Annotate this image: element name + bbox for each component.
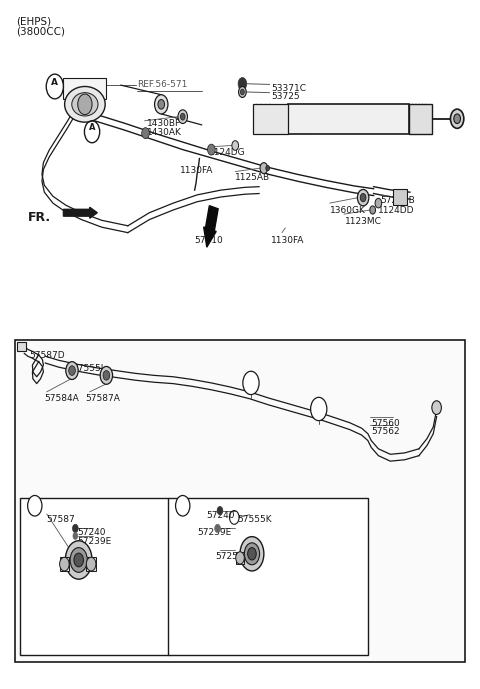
Text: 57555K: 57555K: [238, 515, 272, 524]
Text: 53371C: 53371C: [271, 84, 306, 93]
Text: b: b: [180, 497, 186, 506]
Text: 57240: 57240: [77, 528, 105, 537]
Text: A: A: [89, 123, 96, 132]
Circle shape: [72, 524, 78, 533]
Circle shape: [450, 109, 464, 128]
Text: 1123MC: 1123MC: [345, 217, 382, 226]
Circle shape: [232, 141, 239, 150]
Text: 57239E: 57239E: [77, 537, 111, 546]
Circle shape: [74, 553, 84, 567]
Circle shape: [100, 367, 113, 384]
Text: (EHPS): (EHPS): [16, 17, 51, 26]
Text: 1125AB: 1125AB: [235, 173, 270, 182]
Ellipse shape: [72, 92, 98, 116]
Circle shape: [311, 398, 327, 421]
Text: 57700: 57700: [336, 123, 364, 132]
Text: FR.: FR.: [28, 211, 51, 224]
Circle shape: [28, 495, 42, 516]
Bar: [15, 340, 465, 661]
Text: 1130FA: 1130FA: [271, 236, 304, 245]
Circle shape: [238, 78, 247, 90]
Circle shape: [66, 362, 78, 380]
Circle shape: [176, 495, 190, 516]
Text: 57560: 57560: [371, 419, 400, 428]
Circle shape: [103, 371, 110, 380]
Bar: [409, 103, 432, 134]
Circle shape: [73, 533, 78, 539]
Text: 57587: 57587: [47, 515, 75, 524]
Text: (3800CC): (3800CC): [16, 26, 65, 36]
Text: b: b: [316, 399, 322, 408]
Text: 57584A: 57584A: [44, 394, 79, 403]
Text: 57211B: 57211B: [381, 196, 416, 205]
Circle shape: [217, 506, 223, 515]
Text: 57510: 57510: [195, 236, 223, 245]
Circle shape: [260, 163, 268, 174]
Circle shape: [240, 537, 264, 571]
Circle shape: [70, 548, 87, 573]
Text: 57562: 57562: [371, 427, 400, 436]
Bar: [17, 342, 26, 351]
Circle shape: [370, 206, 375, 214]
Circle shape: [86, 557, 96, 571]
Text: A: A: [51, 78, 59, 87]
Text: REF.56-571: REF.56-571: [137, 81, 188, 90]
Circle shape: [207, 144, 215, 155]
Text: 1430AK: 1430AK: [147, 127, 182, 136]
Bar: [20, 498, 368, 655]
Text: 1124DD: 1124DD: [378, 206, 415, 215]
Circle shape: [266, 165, 270, 171]
Circle shape: [239, 87, 246, 97]
Circle shape: [78, 94, 92, 114]
Text: a: a: [248, 373, 254, 382]
Circle shape: [65, 541, 92, 579]
Circle shape: [142, 127, 149, 138]
Text: 57239E: 57239E: [197, 528, 231, 537]
Circle shape: [243, 371, 259, 395]
Circle shape: [236, 552, 244, 564]
Bar: [60, 557, 69, 571]
Circle shape: [240, 89, 244, 94]
FancyArrow shape: [204, 206, 218, 247]
Bar: [288, 103, 409, 134]
Circle shape: [432, 401, 442, 415]
Circle shape: [178, 110, 188, 123]
Text: 57587A: 57587A: [85, 394, 120, 403]
Circle shape: [155, 94, 168, 114]
Text: 1130FA: 1130FA: [180, 166, 214, 175]
Bar: [253, 103, 288, 134]
Text: 1360GK: 1360GK: [330, 206, 366, 215]
Text: 57587D: 57587D: [29, 351, 65, 360]
Circle shape: [180, 113, 185, 120]
Circle shape: [215, 524, 220, 533]
Circle shape: [360, 194, 366, 202]
Bar: [63, 79, 107, 99]
Circle shape: [244, 543, 260, 565]
FancyArrow shape: [63, 207, 97, 218]
Bar: [86, 557, 96, 571]
Circle shape: [158, 99, 165, 109]
Bar: [393, 189, 407, 205]
Bar: [236, 552, 244, 564]
Circle shape: [375, 198, 382, 208]
Text: 57240: 57240: [206, 511, 235, 520]
Text: a: a: [32, 497, 37, 506]
Text: 57252B: 57252B: [215, 552, 250, 561]
Text: 57555J: 57555J: [72, 364, 103, 373]
Text: 53725: 53725: [271, 92, 300, 101]
Circle shape: [454, 114, 460, 123]
Ellipse shape: [65, 87, 105, 122]
Circle shape: [358, 189, 369, 206]
Circle shape: [60, 557, 69, 571]
Text: 1430BF: 1430BF: [147, 119, 181, 128]
Text: 1124DG: 1124DG: [209, 148, 246, 157]
Circle shape: [248, 548, 256, 560]
Circle shape: [69, 366, 75, 376]
